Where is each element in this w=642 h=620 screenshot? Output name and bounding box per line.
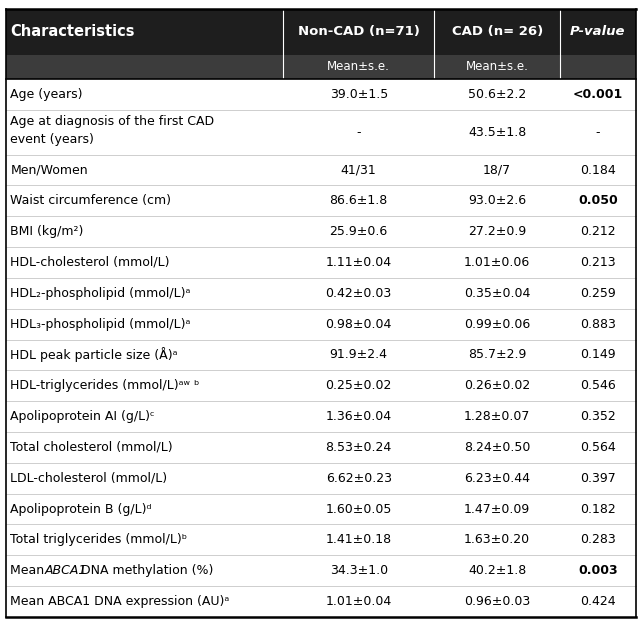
Text: 34.3±1.0: 34.3±1.0: [330, 564, 388, 577]
Text: 1.01±0.06: 1.01±0.06: [464, 256, 530, 269]
Text: 91.9±2.4: 91.9±2.4: [330, 348, 388, 361]
Bar: [6, 278, 636, 309]
Text: 0.352: 0.352: [580, 410, 616, 423]
Text: 0.259: 0.259: [580, 287, 616, 300]
Bar: [6, 401, 636, 432]
Bar: [6, 216, 636, 247]
Text: 1.01±0.04: 1.01±0.04: [325, 595, 392, 608]
Bar: [6, 556, 636, 586]
Text: 8.53±0.24: 8.53±0.24: [325, 441, 392, 454]
Text: 1.36±0.04: 1.36±0.04: [325, 410, 392, 423]
Text: 0.283: 0.283: [580, 533, 616, 546]
Text: 0.25±0.02: 0.25±0.02: [325, 379, 392, 392]
Bar: [6, 463, 636, 494]
Text: 86.6±1.8: 86.6±1.8: [329, 194, 388, 207]
Text: 27.2±0.9: 27.2±0.9: [468, 225, 526, 238]
Text: 18/7: 18/7: [483, 164, 511, 177]
Text: HDL peak particle size (Å)ᵃ: HDL peak particle size (Å)ᵃ: [10, 347, 178, 363]
Text: 0.212: 0.212: [580, 225, 616, 238]
Text: DNA methylation (%): DNA methylation (%): [77, 564, 214, 577]
Bar: [6, 525, 636, 556]
Bar: [6, 432, 636, 463]
Text: 25.9±0.6: 25.9±0.6: [329, 225, 388, 238]
Text: Non-CAD (n=71): Non-CAD (n=71): [298, 25, 420, 38]
Text: Characteristics: Characteristics: [10, 24, 135, 40]
Text: Men/Women: Men/Women: [10, 164, 88, 177]
Text: Total cholesterol (mmol/L): Total cholesterol (mmol/L): [10, 441, 173, 454]
Text: 50.6±2.2: 50.6±2.2: [468, 88, 526, 101]
Text: 0.99±0.06: 0.99±0.06: [464, 317, 530, 330]
Text: 1.47±0.09: 1.47±0.09: [464, 503, 530, 516]
Text: 0.26±0.02: 0.26±0.02: [464, 379, 530, 392]
Text: 41/31: 41/31: [341, 164, 377, 177]
Text: HDL-triglycerides (mmol/L)ᵃʷ ᵇ: HDL-triglycerides (mmol/L)ᵃʷ ᵇ: [10, 379, 200, 392]
Text: 1.28±0.07: 1.28±0.07: [464, 410, 530, 423]
Bar: [6, 9, 636, 55]
Bar: [6, 494, 636, 525]
Text: -: -: [356, 126, 361, 139]
Bar: [6, 185, 636, 216]
Text: LDL-cholesterol (mmol/L): LDL-cholesterol (mmol/L): [10, 472, 168, 485]
Text: Mean: Mean: [10, 564, 48, 577]
Text: 8.24±0.50: 8.24±0.50: [464, 441, 530, 454]
Bar: [6, 340, 636, 370]
Text: CAD (n= 26): CAD (n= 26): [451, 25, 542, 38]
Text: 0.98±0.04: 0.98±0.04: [325, 317, 392, 330]
Text: -: -: [596, 126, 600, 139]
Bar: [6, 370, 636, 401]
Text: Total triglycerides (mmol/L)ᵇ: Total triglycerides (mmol/L)ᵇ: [10, 533, 187, 546]
Bar: [6, 309, 636, 340]
Text: 0.424: 0.424: [580, 595, 616, 608]
Bar: [6, 247, 636, 278]
Bar: [6, 79, 636, 110]
Text: BMI (kg/m²): BMI (kg/m²): [10, 225, 83, 238]
Text: 1.41±0.18: 1.41±0.18: [325, 533, 392, 546]
Text: Mean ABCA1 DNA expression (AU)ᵃ: Mean ABCA1 DNA expression (AU)ᵃ: [10, 595, 230, 608]
Text: 0.050: 0.050: [578, 194, 618, 207]
Text: 0.184: 0.184: [580, 164, 616, 177]
Text: 0.149: 0.149: [580, 348, 616, 361]
Text: 6.62±0.23: 6.62±0.23: [325, 472, 392, 485]
Text: 43.5±1.8: 43.5±1.8: [468, 126, 526, 139]
Text: 93.0±2.6: 93.0±2.6: [468, 194, 526, 207]
Text: 85.7±2.9: 85.7±2.9: [468, 348, 526, 361]
Text: 6.23±0.44: 6.23±0.44: [464, 472, 530, 485]
Text: 0.546: 0.546: [580, 379, 616, 392]
Text: 1.63±0.20: 1.63±0.20: [464, 533, 530, 546]
Bar: [6, 110, 636, 154]
Text: HDL₃-phospholipid (mmol/L)ᵃ: HDL₃-phospholipid (mmol/L)ᵃ: [10, 317, 191, 330]
Text: event (years): event (years): [10, 133, 94, 146]
Bar: [6, 154, 636, 185]
Text: 1.11±0.04: 1.11±0.04: [325, 256, 392, 269]
Text: <0.001: <0.001: [573, 88, 623, 101]
Text: Apolipoprotein B (g/L)ᵈ: Apolipoprotein B (g/L)ᵈ: [10, 503, 152, 516]
Text: 40.2±1.8: 40.2±1.8: [468, 564, 526, 577]
Bar: [6, 586, 636, 617]
Text: HDL-cholesterol (mmol/L): HDL-cholesterol (mmol/L): [10, 256, 169, 269]
Text: Waist circumference (cm): Waist circumference (cm): [10, 194, 171, 207]
Text: 0.397: 0.397: [580, 472, 616, 485]
Bar: [6, 55, 636, 79]
Text: ABCA1: ABCA1: [45, 564, 87, 577]
Text: 0.96±0.03: 0.96±0.03: [464, 595, 530, 608]
Text: 0.883: 0.883: [580, 317, 616, 330]
Text: Mean±s.e.: Mean±s.e.: [327, 61, 390, 73]
Text: Apolipoprotein AI (g/L)ᶜ: Apolipoprotein AI (g/L)ᶜ: [10, 410, 155, 423]
Text: 0.564: 0.564: [580, 441, 616, 454]
Text: 0.42±0.03: 0.42±0.03: [325, 287, 392, 300]
Text: Mean±s.e.: Mean±s.e.: [465, 61, 528, 73]
Text: 39.0±1.5: 39.0±1.5: [329, 88, 388, 101]
Text: Age at diagnosis of the first CAD: Age at diagnosis of the first CAD: [10, 115, 214, 128]
Text: P-value: P-value: [570, 25, 625, 38]
Text: Age (years): Age (years): [10, 88, 83, 101]
Text: 0.182: 0.182: [580, 503, 616, 516]
Text: 0.35±0.04: 0.35±0.04: [464, 287, 530, 300]
Text: 1.60±0.05: 1.60±0.05: [325, 503, 392, 516]
Text: 0.213: 0.213: [580, 256, 616, 269]
Text: HDL₂-phospholipid (mmol/L)ᵃ: HDL₂-phospholipid (mmol/L)ᵃ: [10, 287, 191, 300]
Text: 0.003: 0.003: [578, 564, 618, 577]
